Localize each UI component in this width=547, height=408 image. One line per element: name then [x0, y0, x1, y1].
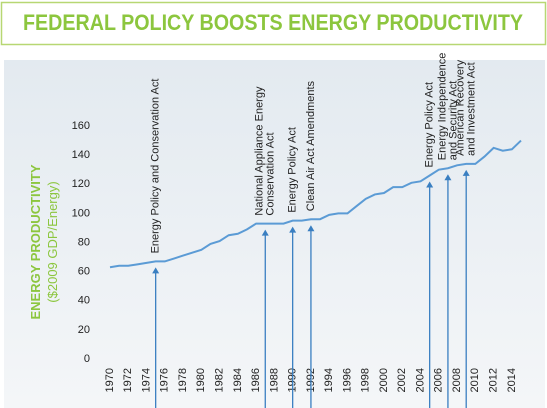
y-axis-label: ($2009 GDP/Energy) — [45, 181, 60, 302]
x-tick-label: 2000 — [378, 368, 390, 392]
arrow-head — [261, 229, 269, 236]
x-tick-label: 1986 — [250, 368, 262, 392]
y-tick-label: 140 — [72, 149, 90, 161]
annotation-label: and Investment Act — [466, 62, 478, 156]
x-tick-label: 2014 — [506, 368, 518, 392]
y-axis-label: ENERGY PRODUCTIVITY — [28, 164, 43, 319]
y-tick-label: 100 — [72, 207, 90, 219]
annotation-label: Conservation Act — [265, 132, 277, 215]
y-tick-label: 20 — [78, 324, 90, 336]
x-tick-label: 2008 — [451, 368, 463, 392]
x-tick-label: 1996 — [341, 368, 353, 392]
annotation-label: Energy Policy Act — [424, 82, 436, 168]
annotation-label: Energy Independence — [436, 53, 448, 161]
x-tick-label: 1978 — [177, 368, 189, 392]
x-tick-label: 1976 — [159, 368, 171, 392]
arrow-head — [152, 267, 160, 274]
data-line — [109, 139, 522, 269]
x-tick-label: 1972 — [122, 368, 134, 392]
x-tick-label: 1994 — [323, 368, 335, 392]
arrow-head — [426, 181, 434, 188]
x-tick-label: 2012 — [488, 368, 500, 392]
x-tick-label: 1982 — [214, 368, 226, 392]
y-tick-label: 120 — [72, 178, 90, 190]
annotation-label: and Security Act — [447, 81, 459, 161]
x-tick-label: 1970 — [104, 368, 116, 392]
y-tick-label: 0 — [84, 353, 90, 365]
y-tick-label: 40 — [78, 295, 90, 307]
x-tick-label: 2010 — [469, 368, 481, 392]
x-tick-label: 1974 — [140, 368, 152, 392]
title-box — [0, 1, 547, 46]
x-tick-label: 2004 — [414, 368, 426, 392]
x-tick-label: 1998 — [360, 368, 372, 392]
x-tick-label: 1988 — [268, 368, 280, 392]
y-tick-label: 60 — [78, 266, 90, 278]
arrow-head — [444, 174, 452, 181]
chart-title: FEDERAL POLICY BOOSTS ENERGY PRODUCTIVIT… — [23, 10, 523, 35]
annotation-label: Energy Policy Act — [287, 127, 299, 213]
plot-background — [4, 60, 545, 408]
x-tick-label: 2006 — [433, 368, 445, 392]
arrow-head — [307, 225, 315, 232]
x-tick-label: 2002 — [396, 368, 408, 392]
arrow-head — [289, 226, 297, 233]
x-tick-label: 1984 — [232, 368, 244, 392]
arrow-head — [462, 169, 470, 176]
annotation-label: Clean Air Act Amendments — [305, 80, 317, 211]
y-tick-label: 80 — [78, 236, 90, 248]
annotation-label: American Recovery — [455, 59, 467, 155]
annotation-label: Energy Policy and Conservation Act — [150, 79, 162, 254]
annotation-label: National Appliance Energy — [254, 86, 266, 216]
y-tick-label: 160 — [72, 120, 90, 132]
x-tick-label: 1980 — [195, 368, 207, 392]
